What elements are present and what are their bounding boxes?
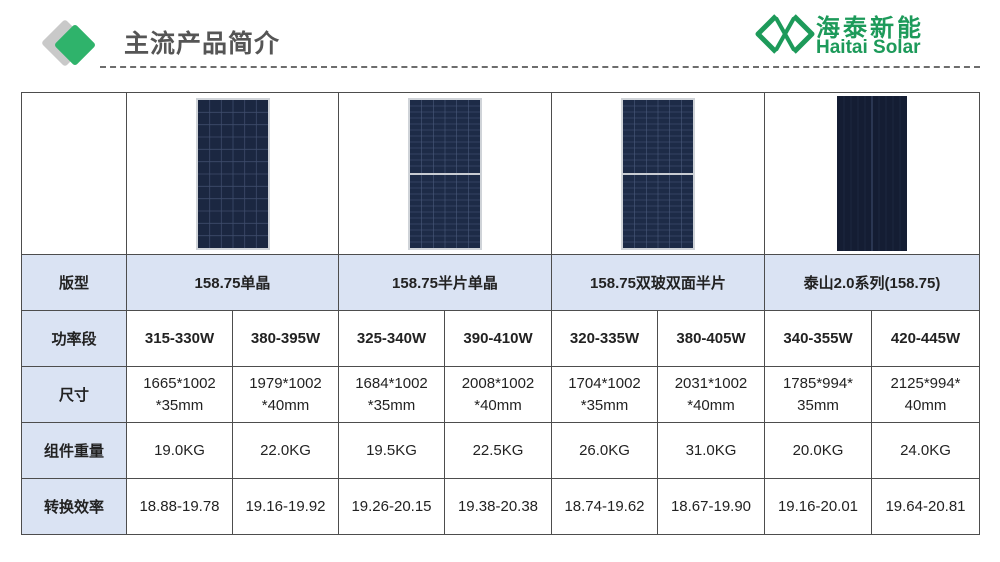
panel-image-taishan — [764, 92, 980, 255]
blank-corner-cell — [21, 92, 127, 255]
type-cell: 158.75双玻双面半片 — [551, 254, 765, 311]
solar-panel-shingled-image — [837, 96, 907, 251]
product-spec-table: 版型 158.75单晶 158.75半片单晶 158.75双玻双面半片 泰山2.… — [21, 92, 980, 535]
type-cell: 158.75半片单晶 — [338, 254, 552, 311]
row-label-type: 版型 — [21, 254, 127, 311]
size-cell: 1704*1002 *35mm — [551, 366, 658, 423]
size-cell: 2125*994* 40mm — [871, 366, 980, 423]
weight-cell: 24.0KG — [871, 422, 980, 479]
type-cell: 158.75单晶 — [126, 254, 339, 311]
brand-logo: 海泰新能 Haitai Solar — [754, 6, 964, 58]
efficiency-cell: 19.16-19.92 — [232, 478, 339, 535]
efficiency-cell: 19.38-20.38 — [444, 478, 552, 535]
weight-cell: 19.5KG — [338, 422, 445, 479]
weight-cell: 22.0KG — [232, 422, 339, 479]
weight-cell: 19.0KG — [126, 422, 233, 479]
size-cell: 1979*1002 *40mm — [232, 366, 339, 423]
size-cell: 2031*1002 *40mm — [657, 366, 765, 423]
solar-panel-half-cut-image — [408, 97, 482, 250]
brand-name-en: Haitai Solar — [816, 37, 921, 58]
efficiency-cell: 19.16-20.01 — [764, 478, 872, 535]
power-cell: 320-335W — [551, 310, 658, 367]
header-divider — [100, 66, 980, 68]
row-label-power: 功率段 — [21, 310, 127, 367]
power-cell: 380-395W — [232, 310, 339, 367]
solar-panel-full-cell-image — [195, 97, 270, 250]
weight-cell: 31.0KG — [657, 422, 765, 479]
panel-image-mono — [126, 92, 339, 255]
size-cell: 2008*1002 *40mm — [444, 366, 552, 423]
size-cell: 1785*994* 35mm — [764, 366, 872, 423]
weight-cell: 22.5KG — [444, 422, 552, 479]
power-cell: 340-355W — [764, 310, 872, 367]
size-cell: 1665*1002 *35mm — [126, 366, 233, 423]
panel-image-bifacial — [551, 92, 765, 255]
solar-panel-bifacial-image — [621, 97, 695, 250]
efficiency-cell: 18.67-19.90 — [657, 478, 765, 535]
row-label-weight: 组件重量 — [21, 422, 127, 479]
weight-cell: 20.0KG — [764, 422, 872, 479]
power-cell: 420-445W — [871, 310, 980, 367]
weight-cell: 26.0KG — [551, 422, 658, 479]
type-row: 版型 158.75单晶 158.75半片单晶 158.75双玻双面半片 泰山2.… — [21, 254, 980, 311]
brand-name-cn: 海泰新能 — [816, 14, 924, 42]
haitai-logo-icon — [755, 14, 815, 54]
title-diamond-logo — [38, 18, 98, 72]
type-cell: 泰山2.0系列(158.75) — [764, 254, 980, 311]
page-title: 主流产品简介 — [124, 29, 281, 58]
efficiency-cell: 19.26-20.15 — [338, 478, 445, 535]
power-cell: 325-340W — [338, 310, 445, 367]
efficiency-row: 转换效率 18.88-19.78 19.16-19.92 19.26-20.15… — [21, 478, 980, 535]
power-row: 功率段 315-330W 380-395W 325-340W 390-410W … — [21, 310, 980, 367]
row-label-efficiency: 转换效率 — [21, 478, 127, 535]
size-row: 尺寸 1665*1002 *35mm 1979*1002 *40mm 1684*10… — [21, 366, 980, 423]
power-cell: 315-330W — [126, 310, 233, 367]
power-cell: 390-410W — [444, 310, 552, 367]
panel-image-row — [21, 92, 980, 255]
efficiency-cell: 18.74-19.62 — [551, 478, 658, 535]
size-cell: 1684*1002 *35mm — [338, 366, 445, 423]
efficiency-cell: 18.88-19.78 — [126, 478, 233, 535]
row-label-size: 尺寸 — [21, 366, 127, 423]
panel-image-half-cut — [338, 92, 552, 255]
weight-row: 组件重量 19.0KG 22.0KG 19.5KG 22.5KG 26.0KG … — [21, 422, 980, 479]
efficiency-cell: 19.64-20.81 — [871, 478, 980, 535]
power-cell: 380-405W — [657, 310, 765, 367]
